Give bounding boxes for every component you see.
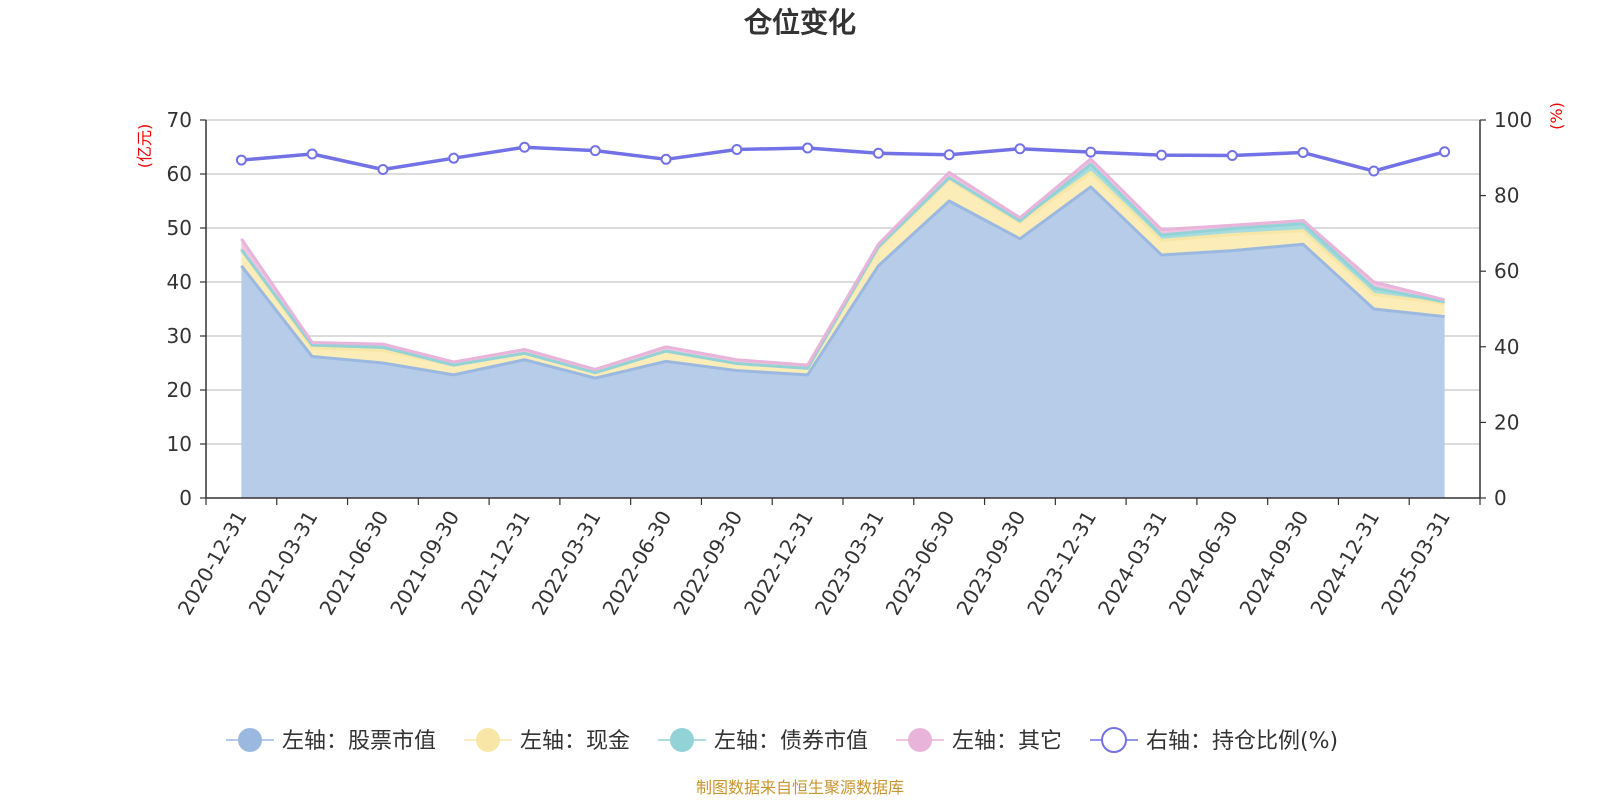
x-tick-label: 2023-03-31 xyxy=(810,507,889,620)
ratio-point xyxy=(306,148,318,160)
legend-item-3: 左轴：其它 xyxy=(896,728,1062,754)
ratio-point xyxy=(1368,165,1380,177)
plot-lines xyxy=(235,141,1451,177)
left-tick-label: 0 xyxy=(179,486,192,510)
left-tick-label: 70 xyxy=(167,108,192,132)
area-line-series-0 xyxy=(240,185,1445,380)
ratio-point xyxy=(448,152,460,164)
ratio-point xyxy=(1226,150,1238,162)
right-tick-label: 100 xyxy=(1494,108,1532,132)
legend-label: 左轴：现金 xyxy=(520,729,630,754)
area-series-0 xyxy=(241,186,1445,498)
x-tick-label: 2022-06-30 xyxy=(597,507,676,620)
x-tick-label: 2024-09-30 xyxy=(1234,507,1313,620)
x-tick-label: 2025-03-31 xyxy=(1376,507,1455,620)
legend-marker-icon xyxy=(238,728,262,752)
x-tick-label: 2021-03-31 xyxy=(244,507,323,620)
ratio-point xyxy=(1297,147,1309,159)
x-tick-label: 2023-12-31 xyxy=(1022,507,1101,620)
left-tick-label: 60 xyxy=(167,162,192,186)
ratio-point xyxy=(589,145,601,157)
ratio-point xyxy=(872,147,884,159)
x-tick-label: 2022-09-30 xyxy=(668,507,747,620)
left-tick-label: 50 xyxy=(167,216,192,240)
x-tick-label: 2021-06-30 xyxy=(314,507,393,620)
right-tick-label: 0 xyxy=(1494,486,1507,510)
ratio-point xyxy=(731,143,743,155)
legend-item-1: 左轴：现金 xyxy=(464,728,630,754)
area-line-series-3 xyxy=(240,157,1445,371)
left-tick-label: 10 xyxy=(167,432,192,456)
right-tick-label: 80 xyxy=(1494,184,1519,208)
x-tick-label: 2023-06-30 xyxy=(881,507,960,620)
left-tick-label: 20 xyxy=(167,378,192,402)
legend-item-0: 左轴：股票市值 xyxy=(226,728,436,754)
right-tick-label: 60 xyxy=(1494,259,1519,283)
legend-marker-icon xyxy=(670,728,694,752)
legend-marker-icon xyxy=(476,728,500,752)
x-tick-label: 2024-06-30 xyxy=(1164,507,1243,620)
right-tick-label: 20 xyxy=(1494,410,1519,434)
legend-label: 左轴：债券市值 xyxy=(714,729,868,754)
legend: 左轴：股票市值 左轴：现金 左轴：债券市值 左轴：其它 右轴：持仓比例(%) xyxy=(226,727,1338,754)
ratio-point xyxy=(1085,146,1097,158)
legend-label: 左轴：其它 xyxy=(952,729,1062,754)
ratio-point xyxy=(377,164,389,176)
left-tick-label: 40 xyxy=(167,270,192,294)
x-tick-label: 2021-12-31 xyxy=(456,507,535,620)
legend-marker-icon xyxy=(908,728,932,752)
x-tick-label: 2021-09-30 xyxy=(385,507,464,620)
legend-item-4: 右轴：持仓比例(%) xyxy=(1090,727,1338,754)
chart-title: 仓位变化 xyxy=(744,6,856,39)
x-tick-label: 2020-12-31 xyxy=(173,507,252,620)
ratio-point xyxy=(519,141,530,153)
ratio-point xyxy=(1156,149,1167,161)
right-axis-unit: (%) xyxy=(1547,102,1566,130)
right-tick-label: 40 xyxy=(1494,335,1519,359)
legend-item-2: 左轴：债券市值 xyxy=(658,728,868,754)
ratio-line xyxy=(241,145,1446,173)
left-tick-label: 30 xyxy=(167,324,192,348)
source-note: 制图数据来自恒生聚源数据库 xyxy=(696,778,904,797)
x-tick-label: 2024-03-31 xyxy=(1093,507,1172,620)
ratio-point xyxy=(943,149,955,161)
ratio-point xyxy=(1014,143,1026,155)
legend-label: 右轴：持仓比例(%) xyxy=(1146,729,1338,754)
ratio-point xyxy=(235,154,247,166)
left-axis-unit: (亿元) xyxy=(135,124,154,169)
x-tick-label: 2024-12-31 xyxy=(1305,507,1384,620)
x-tick-label: 2022-03-31 xyxy=(527,507,606,620)
x-tick-label: 2023-09-30 xyxy=(951,507,1030,620)
ratio-point xyxy=(660,153,672,165)
x-tick-label: 2022-12-31 xyxy=(739,507,818,620)
ratio-point xyxy=(1439,146,1451,158)
plot-areas xyxy=(240,157,1445,498)
legend-marker-icon xyxy=(1101,727,1127,753)
ratio-point xyxy=(802,142,814,154)
legend-label: 左轴：股票市值 xyxy=(282,729,436,754)
